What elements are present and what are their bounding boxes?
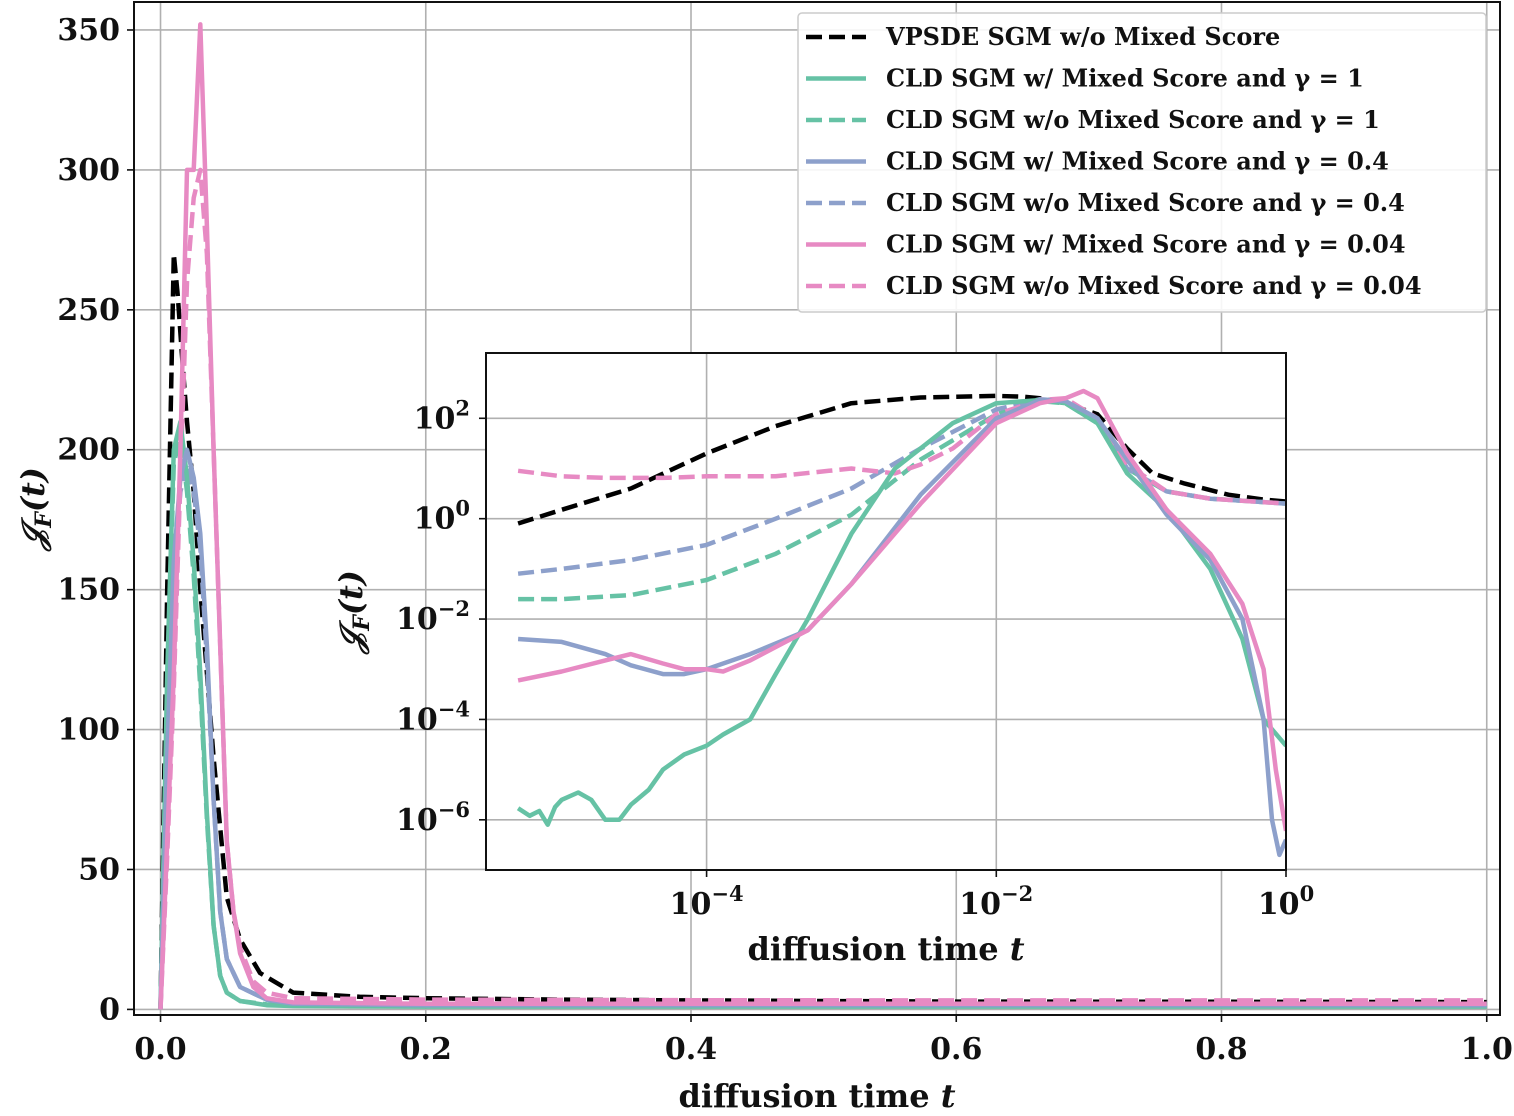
y-tick-label: 50: [78, 852, 120, 887]
x-tick-label: 100: [1258, 881, 1314, 922]
series-line-cld-sgm-w-mixed-score-and-1: [516, 397, 1286, 827]
legend-label-cld-sgm-w-o-mixed-score-and-0-04: CLD SGM w/o Mixed Score and γ = 0.04: [886, 271, 1422, 300]
x-tick-label: 0.8: [1195, 1032, 1247, 1067]
series-group: [516, 388, 1286, 858]
x-tick-label: 10−2: [959, 881, 1033, 922]
series-line-cld-sgm-w-mixed-score-and-0-04: [158, 22, 1487, 1010]
series-line-cld-sgm-w-o-mixed-score-and-0-04: [158, 167, 1487, 1010]
series-line-cld-sgm-w-mixed-score-and-0-04: [517, 388, 1286, 832]
y-tick-label: 100: [57, 713, 120, 748]
x-tick-label: 0.4: [665, 1032, 717, 1067]
series-line-cld-sgm-w-o-mixed-score-and-0-04: [517, 396, 1286, 506]
legend-label-cld-sgm-w-mixed-score-and-0-04: CLD SGM w/ Mixed Score and γ = 0.04: [886, 230, 1406, 259]
y-axis-label: 𝒥F(t): [14, 467, 57, 552]
x-tick-label: 10−4: [670, 881, 744, 922]
y-tick-label: 102: [414, 395, 470, 436]
inset-plot: 10−4 10−2 100 10−6 10−4 10−2 100 102 diffusion t…: [332, 352, 1314, 968]
axes-frame: [485, 352, 1287, 871]
x-axis-label: diffusion time t: [678, 1077, 955, 1115]
y-axis-label: 𝒥F(t): [332, 570, 375, 655]
y-tick-label: 100: [414, 496, 470, 537]
y-tick-label: 300: [57, 153, 120, 188]
y-tick-label: 0: [99, 992, 120, 1027]
y-tick-label: 10−4: [396, 696, 470, 737]
y-tick-label: 10−2: [396, 596, 470, 637]
legend-box: [797, 12, 1487, 313]
legend-label-cld-sgm-w-o-mixed-score-and-0-4: CLD SGM w/o Mixed Score and γ = 0.4: [886, 188, 1405, 217]
legend-label-cld-sgm-w-mixed-score-and-0-4: CLD SGM w/ Mixed Score and γ = 0.4: [886, 147, 1389, 176]
y-tick-label: 350: [57, 13, 120, 48]
x-tick-label: 0.6: [930, 1032, 982, 1067]
series-group: [158, 22, 1487, 1010]
y-tick-label: 200: [57, 433, 120, 468]
x-tick-label: 1.0: [1461, 1032, 1513, 1067]
series-line-cld-sgm-w-o-mixed-score-and-1: [518, 398, 1286, 602]
y-tick-label: 150: [57, 573, 120, 608]
plot-area: [486, 353, 1286, 870]
legend: VPSDE SGM w/o Mixed Score CLD SGM w/ Mixe…: [797, 12, 1487, 313]
y-tick-label: 10−6: [396, 797, 470, 838]
x-axis-label: diffusion time t: [747, 930, 1024, 968]
x-tick-label: 0.2: [400, 1032, 452, 1067]
axes-frame: [133, 1, 1501, 1016]
legend-label-cld-sgm-w-o-mixed-score-and-1: CLD SGM w/o Mixed Score and γ = 1: [886, 105, 1380, 134]
legend-label-cld-sgm-w-mixed-score-and-1: CLD SGM w/ Mixed Score and γ = 1: [886, 64, 1364, 93]
series-line-cld-sgm-w-o-mixed-score-and-0-4: [517, 396, 1286, 576]
y-tick-label: 250: [57, 293, 120, 328]
x-tick-label: 0.0: [134, 1032, 186, 1067]
series-line-cld-sgm-w-mixed-score-and-0-4: [517, 397, 1286, 858]
legend-label-vpsde-sgm-w-o-mixed-score: VPSDE SGM w/o Mixed Score: [885, 22, 1280, 51]
series-line-vpsde-sgm-w-o-mixed-score: [517, 393, 1286, 526]
